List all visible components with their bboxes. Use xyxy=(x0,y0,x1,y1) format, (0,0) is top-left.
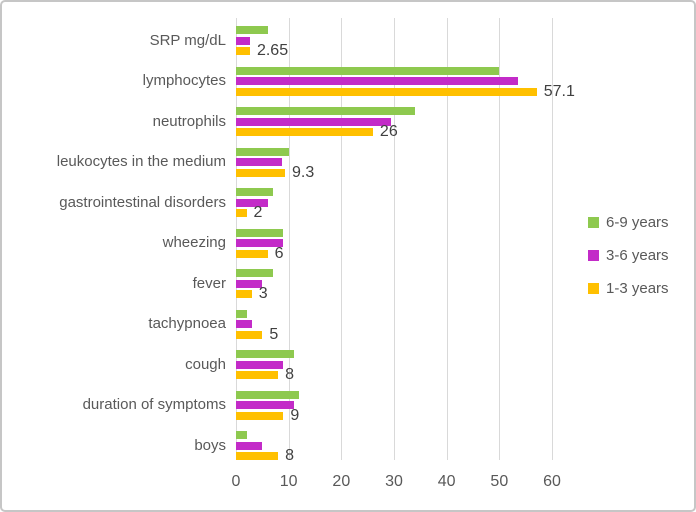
category-label: cough xyxy=(185,355,226,373)
data-label: 8 xyxy=(285,366,295,383)
bar-1-3-years xyxy=(236,209,247,217)
bar-1-3-years xyxy=(236,330,263,339)
data-label: 2 xyxy=(253,204,263,221)
data-label: 6 xyxy=(274,244,284,262)
category-label: neutrophils xyxy=(152,112,226,130)
category-label: tachypnoea xyxy=(148,315,226,332)
category-label: wheezing xyxy=(162,234,226,251)
data-label: 8 xyxy=(285,447,295,464)
bar-3-6-years xyxy=(236,401,294,409)
bar-1-3-years xyxy=(236,47,250,55)
category-label: duration of symptoms xyxy=(82,396,226,413)
data-label: 9.3 xyxy=(291,163,315,181)
bar-6-9-years xyxy=(236,66,500,75)
gridline xyxy=(394,18,395,460)
legend-swatch xyxy=(588,283,599,294)
category-label: SRP mg/dL xyxy=(149,31,226,49)
legend-swatch xyxy=(588,250,599,261)
bar-1-3-years xyxy=(236,87,537,96)
data-label: 57.1 xyxy=(543,82,575,100)
legend-item: 3-6 years xyxy=(588,247,669,264)
legend-label: 3-6 years xyxy=(606,247,669,264)
bar-3-6-years xyxy=(236,239,284,247)
bar-1-3-years xyxy=(236,168,285,177)
bar-6-9-years xyxy=(236,107,416,115)
gridline xyxy=(499,18,501,460)
legend-label: 1-3 years xyxy=(606,280,669,297)
bar-3-6-years xyxy=(236,320,252,328)
category-label: leukocytes in the medium xyxy=(56,153,226,170)
gridline xyxy=(552,18,553,460)
bar-6-9-years xyxy=(236,228,284,237)
data-label: 3 xyxy=(258,285,268,302)
data-label: 5 xyxy=(269,325,279,343)
category-label: boys xyxy=(194,436,226,454)
legend-item: 6-9 years xyxy=(588,214,669,231)
bar-6-9-years xyxy=(236,309,247,318)
bar-6-9-years xyxy=(236,26,268,34)
category-label: lymphocytes xyxy=(142,72,226,89)
data-label: 26 xyxy=(379,123,398,140)
x-tick-label: 10 xyxy=(279,473,298,490)
bar-1-3-years xyxy=(236,290,252,298)
category-label: fever xyxy=(192,274,226,292)
bar-1-3-years xyxy=(236,411,284,420)
bar-1-3-years xyxy=(236,452,279,460)
data-label: 2.65 xyxy=(256,42,289,59)
data-label: 9 xyxy=(290,406,300,424)
gridline xyxy=(288,18,290,460)
bar-3-6-years xyxy=(236,36,251,45)
x-tick-label: 40 xyxy=(437,473,456,490)
x-tick-label: 20 xyxy=(332,473,351,490)
x-tick-label: 30 xyxy=(385,473,403,490)
legend-label: 6-9 years xyxy=(606,214,669,231)
bar-3-6-years xyxy=(236,441,263,450)
bar-6-9-years xyxy=(236,147,289,156)
bar-6-9-years xyxy=(236,390,300,399)
bar-3-6-years xyxy=(236,198,268,207)
bar-3-6-years xyxy=(236,158,282,166)
bar-3-6-years xyxy=(236,117,392,126)
bar-1-3-years xyxy=(236,249,268,258)
bar-6-9-years xyxy=(236,350,294,358)
bar-6-9-years xyxy=(236,269,273,277)
bar-3-6-years xyxy=(236,77,518,85)
category-label: gastrointestinal disorders xyxy=(59,193,226,211)
x-tick-label: 50 xyxy=(490,473,509,490)
gridline xyxy=(341,18,343,460)
bar-1-3-years xyxy=(236,128,373,136)
bar-1-3-years xyxy=(236,371,279,379)
x-tick-label: 0 xyxy=(231,473,241,490)
bar-6-9-years xyxy=(236,188,273,196)
bar-3-6-years xyxy=(236,360,284,369)
gridline xyxy=(446,18,448,460)
bar-6-9-years xyxy=(236,431,247,439)
legend-swatch xyxy=(588,217,599,228)
legend-item: 1-3 years xyxy=(588,280,669,297)
x-tick-label: 60 xyxy=(543,473,561,490)
bar-3-6-years xyxy=(236,279,263,288)
